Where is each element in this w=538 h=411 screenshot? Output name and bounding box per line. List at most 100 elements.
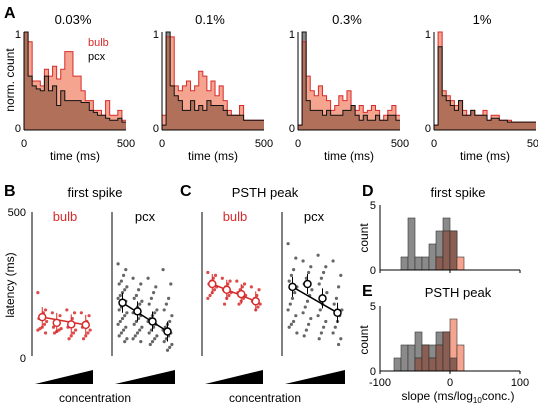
- data-point: [153, 311, 157, 315]
- data-point: [72, 311, 77, 315]
- data-point: [119, 331, 123, 335]
- data-point: [45, 319, 49, 324]
- bulb-area: [162, 36, 264, 130]
- mean-marker: [318, 294, 327, 303]
- data-point: [140, 325, 144, 329]
- data-point: [213, 273, 218, 277]
- a1-title: 0.03%: [55, 12, 92, 27]
- data-point: [324, 265, 328, 269]
- data-point: [87, 314, 91, 318]
- data-point: [120, 291, 125, 295]
- xtick-0: 0: [431, 138, 437, 150]
- data-point: [150, 340, 155, 344]
- data-point: [43, 331, 48, 335]
- mean-marker: [38, 312, 47, 322]
- data-point: [257, 288, 261, 292]
- data-point: [51, 325, 56, 329]
- data-point: [131, 276, 135, 280]
- data-point: [118, 293, 122, 298]
- b-ytick-0: 0: [20, 353, 26, 365]
- data-point: [339, 337, 343, 341]
- data-point: [168, 319, 172, 324]
- scatter-C-pcx: [281, 212, 345, 384]
- trend-line: [122, 302, 168, 333]
- data-point: [86, 331, 90, 335]
- panel-letter-c: C: [180, 183, 192, 200]
- ytick-0: 0: [370, 366, 376, 378]
- data-point: [249, 285, 253, 289]
- data-point: [138, 302, 142, 306]
- pcx-line: [24, 31, 126, 123]
- data-point: [331, 259, 335, 263]
- e-xlabel-end: conc.): [482, 389, 515, 403]
- data-point: [155, 334, 159, 338]
- mean-marker: [333, 308, 342, 318]
- data-point: [169, 282, 173, 286]
- overlap-bar: [428, 357, 437, 372]
- data-point: [305, 299, 310, 303]
- overlap-area: [24, 32, 126, 130]
- b-label-bulb: bulb: [53, 209, 78, 224]
- psth-panel-4: 1 00 500 time (ms): [425, 29, 538, 163]
- data-point: [153, 337, 157, 341]
- xtick-label: 0: [447, 377, 453, 389]
- data-point: [208, 293, 212, 298]
- xlabel: time (ms): [460, 149, 510, 163]
- slope-hist-E: 50-100 0 100: [369, 301, 529, 389]
- data-point: [50, 311, 54, 315]
- data-point: [334, 296, 338, 300]
- data-point: [117, 308, 121, 312]
- data-point: [43, 308, 48, 312]
- bulb-bar: [456, 256, 465, 271]
- data-point: [289, 322, 293, 326]
- trend-line: [42, 316, 86, 326]
- e-xlabel-main: slope (ms/log: [402, 389, 473, 403]
- data-point: [149, 296, 153, 300]
- data-point: [325, 291, 329, 295]
- pcx-bar: [407, 217, 416, 271]
- data-point: [168, 345, 172, 349]
- a-ylabel: norm. count: [3, 48, 17, 112]
- data-point: [237, 302, 241, 306]
- slope-hist-D: 50: [370, 200, 521, 277]
- data-point: [319, 276, 323, 280]
- data-point: [58, 314, 62, 318]
- overlap-bar: [449, 230, 458, 271]
- data-point: [309, 316, 313, 321]
- data-point: [67, 337, 71, 341]
- data-point: [206, 270, 210, 275]
- data-point: [148, 342, 152, 347]
- concentration-wedge: [35, 370, 93, 384]
- panel-letter-e: E: [362, 283, 373, 300]
- data-point: [170, 314, 174, 318]
- data-point: [309, 265, 313, 269]
- xtick-label: -100: [369, 377, 391, 389]
- data-point: [293, 291, 297, 295]
- ytick-0: 0: [370, 265, 376, 277]
- data-point: [119, 279, 123, 283]
- data-point: [120, 316, 125, 321]
- ytick-0: 0: [15, 123, 21, 135]
- panel-letter-a: A: [4, 5, 16, 22]
- data-point: [139, 282, 143, 286]
- data-point: [88, 328, 92, 332]
- overlap-bar: [435, 256, 444, 271]
- data-point: [165, 348, 170, 352]
- ytick-5: 5: [370, 200, 376, 212]
- c-label-pcx: pcx: [304, 209, 325, 224]
- pcx-line: [434, 46, 536, 126]
- mean-marker: [52, 318, 61, 328]
- data-point: [290, 296, 295, 300]
- data-point: [301, 311, 305, 315]
- data-point: [125, 285, 129, 289]
- ytick-0: 0: [153, 123, 159, 135]
- data-point: [242, 282, 247, 286]
- data-point: [206, 296, 210, 300]
- data-point: [162, 308, 166, 312]
- bulb-line: [24, 31, 126, 121]
- data-point: [164, 302, 168, 306]
- data-point: [339, 273, 343, 277]
- data-point: [146, 276, 150, 280]
- data-point: [162, 340, 166, 344]
